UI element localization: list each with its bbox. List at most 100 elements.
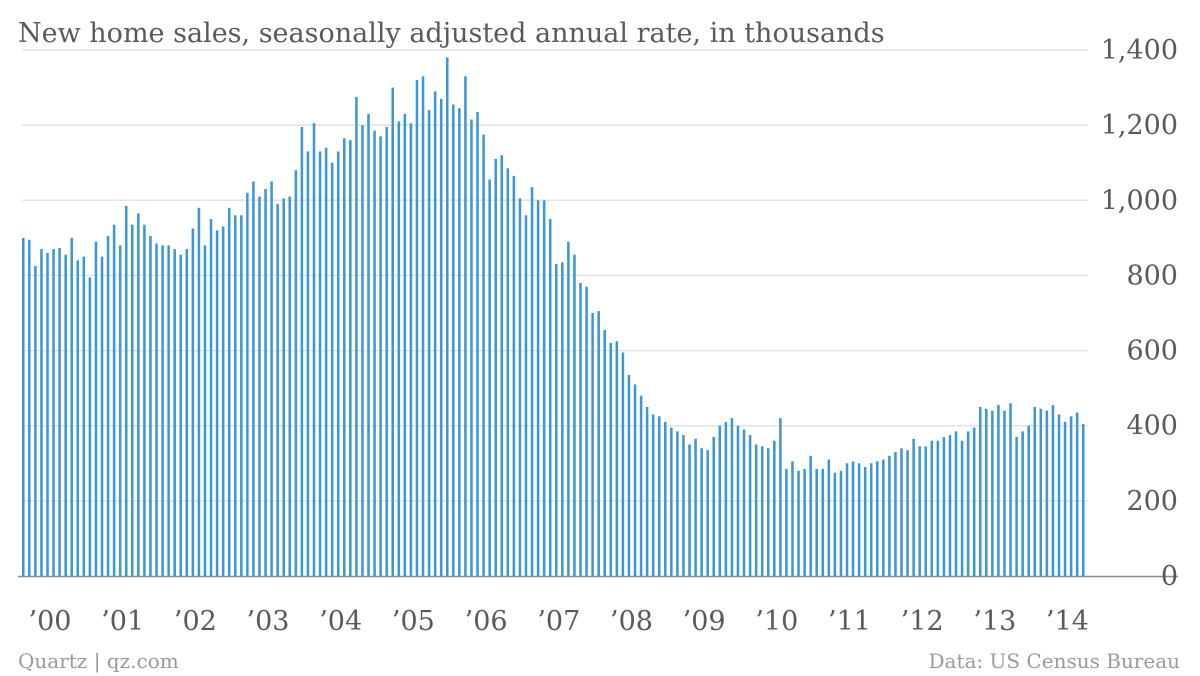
bar	[167, 245, 170, 576]
bar	[609, 343, 613, 576]
bar	[403, 113, 407, 577]
bar	[754, 444, 758, 576]
x-tick-label: ’10	[755, 606, 798, 637]
bar	[512, 175, 516, 577]
bar	[1045, 410, 1049, 576]
bar	[227, 207, 231, 577]
bar	[1009, 403, 1012, 576]
bar	[615, 341, 619, 576]
bar	[312, 123, 316, 576]
bar	[639, 395, 643, 576]
bar	[561, 262, 564, 576]
x-tick-label: ’04	[319, 606, 362, 637]
bar	[991, 410, 994, 576]
x-tick-label: ’12	[901, 606, 944, 637]
bar	[22, 237, 25, 577]
bar	[912, 438, 915, 576]
bar	[821, 468, 825, 576]
bar	[464, 76, 467, 577]
bar	[282, 198, 285, 576]
bar	[34, 266, 37, 576]
bar	[766, 448, 770, 576]
bar	[191, 228, 195, 576]
bar	[815, 468, 818, 576]
bar	[173, 249, 176, 576]
bar	[361, 125, 364, 576]
bar	[591, 313, 594, 576]
bar	[760, 446, 764, 576]
bar	[137, 213, 140, 576]
bar	[58, 248, 61, 576]
bar	[506, 168, 510, 576]
bar	[1033, 406, 1037, 576]
bar	[1015, 436, 1018, 576]
bar	[997, 405, 1000, 576]
x-tick-label: ’09	[683, 606, 726, 637]
bar	[482, 134, 485, 577]
bar	[433, 91, 437, 576]
credit-label: Data: US Census Bureau	[929, 649, 1181, 673]
bar	[900, 448, 903, 576]
bar	[246, 192, 249, 576]
bar	[585, 286, 588, 576]
bar	[827, 459, 831, 576]
bar	[1039, 408, 1043, 576]
bar	[1003, 410, 1006, 576]
bar	[64, 254, 67, 576]
bar	[470, 119, 473, 576]
bar	[924, 446, 928, 576]
bar	[421, 76, 425, 577]
bar	[730, 418, 734, 576]
bar	[318, 151, 322, 576]
bar	[960, 440, 964, 576]
bar	[876, 461, 879, 576]
bar	[367, 113, 370, 577]
bar	[1075, 412, 1079, 576]
bar	[488, 179, 491, 576]
bar	[391, 87, 395, 576]
bar	[645, 406, 649, 576]
bar	[567, 241, 570, 577]
bar	[688, 444, 691, 576]
bar	[676, 431, 679, 576]
y-tick-label: 400	[1126, 411, 1178, 442]
bar	[1063, 421, 1067, 576]
bar	[100, 256, 104, 576]
x-tick-label: ’03	[247, 606, 290, 637]
bar	[748, 435, 752, 576]
x-tick-label: ’02	[174, 606, 217, 637]
bar-series	[22, 57, 1085, 577]
y-axis-tick-labels: 0 200 400 600 800 1,000 1,200 1,400	[1101, 35, 1178, 592]
bar	[888, 455, 891, 576]
bar	[882, 459, 885, 576]
x-tick-label: ’06	[465, 606, 508, 637]
bar	[185, 249, 189, 576]
y-tick-label: 600	[1126, 336, 1178, 367]
bar	[936, 440, 940, 576]
bar	[324, 147, 328, 576]
bar	[918, 446, 921, 576]
bar	[718, 425, 722, 576]
bar	[785, 468, 788, 576]
bar	[773, 440, 776, 576]
bar	[742, 429, 746, 576]
bar	[948, 435, 952, 576]
bar	[439, 98, 443, 576]
bar	[603, 329, 606, 576]
bar	[851, 461, 855, 576]
bar	[500, 155, 504, 576]
bar	[161, 245, 164, 576]
bar	[978, 406, 982, 576]
bar	[52, 249, 55, 576]
bar	[179, 254, 183, 576]
bar	[894, 452, 897, 576]
bar	[809, 455, 812, 576]
bar	[542, 200, 546, 577]
bar	[143, 224, 146, 576]
bar	[706, 450, 709, 576]
x-tick-label: ’07	[537, 606, 580, 637]
y-tick-label: 1,000	[1101, 185, 1178, 216]
bar	[94, 241, 98, 577]
bar	[1021, 431, 1024, 576]
